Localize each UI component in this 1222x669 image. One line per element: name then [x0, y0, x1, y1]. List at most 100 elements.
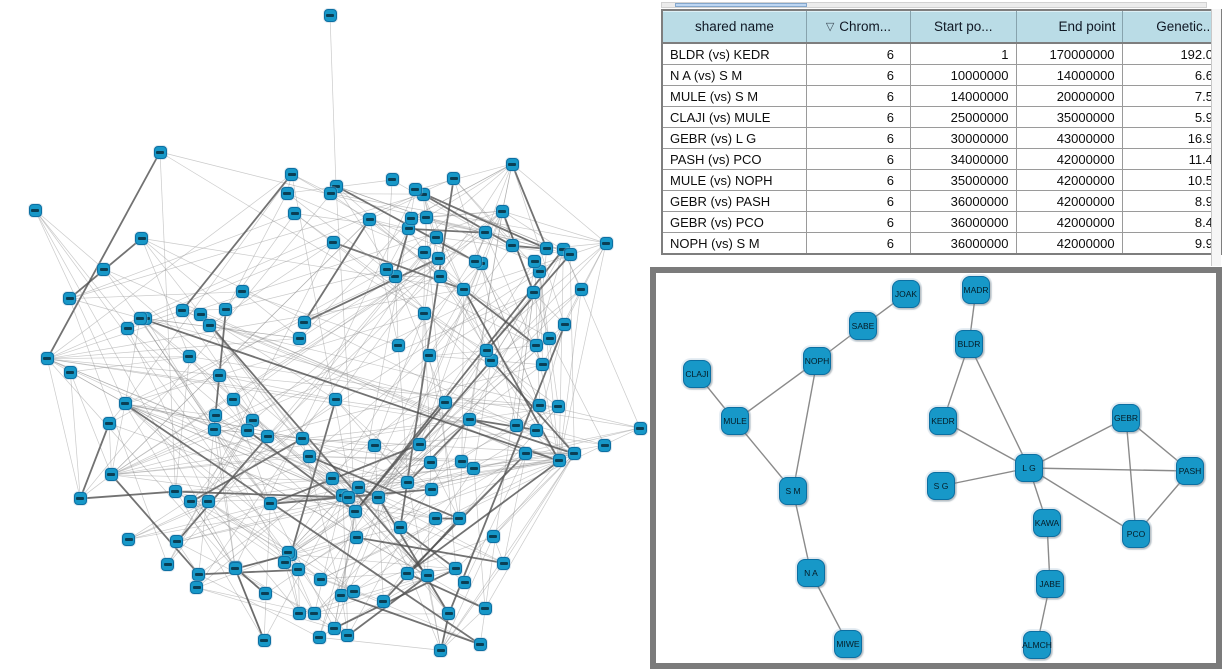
network-edge[interactable] — [546, 242, 607, 250]
network-edge[interactable] — [486, 345, 537, 351]
network-edge[interactable] — [241, 291, 301, 339]
network-node[interactable] — [182, 350, 196, 364]
network-edge[interactable] — [111, 254, 571, 476]
network-node[interactable] — [371, 490, 385, 504]
table-vertical-scrollbar[interactable] — [1211, 9, 1221, 266]
network-edge[interactable] — [109, 423, 356, 512]
network-node[interactable] — [194, 307, 208, 321]
network-node[interactable] — [190, 581, 204, 595]
network-node[interactable] — [241, 424, 255, 438]
network-node[interactable] — [153, 145, 167, 159]
network-edge[interactable] — [374, 313, 425, 446]
network-edge[interactable] — [502, 210, 607, 244]
network-edge[interactable] — [320, 427, 641, 580]
network-edge[interactable] — [397, 263, 482, 346]
network-node[interactable] — [257, 633, 271, 647]
network-edge[interactable] — [124, 403, 216, 416]
network-edge[interactable] — [386, 269, 537, 346]
network-edge[interactable] — [111, 292, 534, 476]
network-edge[interactable] — [267, 435, 431, 463]
network-edge[interactable] — [47, 173, 292, 360]
network-node[interactable] — [352, 481, 366, 495]
network-edge[interactable] — [1028, 417, 1127, 469]
network-edge[interactable] — [111, 429, 537, 476]
network-edge[interactable] — [265, 405, 540, 595]
network-edge[interactable] — [423, 313, 430, 356]
network-edge[interactable] — [47, 358, 359, 489]
network-node[interactable] — [376, 594, 390, 608]
network-node-madr[interactable]: MADR — [962, 276, 990, 304]
network-node[interactable] — [133, 311, 147, 325]
network-node[interactable] — [235, 285, 249, 299]
network-edge[interactable] — [128, 501, 209, 540]
network-node[interactable] — [297, 315, 311, 329]
network-edge[interactable] — [181, 173, 293, 311]
network-node-s-g[interactable]: S G — [927, 472, 955, 500]
network-edge[interactable] — [1028, 467, 1137, 535]
network-node[interactable] — [391, 339, 405, 353]
network-edge[interactable] — [215, 210, 503, 416]
network-node[interactable] — [228, 562, 242, 576]
network-edge[interactable] — [141, 238, 227, 310]
network-node[interactable] — [314, 572, 328, 586]
network-edge[interactable] — [298, 489, 433, 571]
network-node[interactable] — [543, 331, 557, 345]
network-edge[interactable] — [335, 258, 440, 400]
network-edge[interactable] — [145, 318, 300, 339]
network-edge[interactable] — [70, 371, 486, 609]
network-edge[interactable] — [493, 453, 575, 537]
network-node-sabe[interactable]: SABE — [849, 312, 877, 340]
network-node[interactable] — [401, 476, 415, 490]
network-edge[interactable] — [124, 403, 481, 645]
network-edge[interactable] — [241, 291, 399, 346]
network-node[interactable] — [452, 512, 466, 526]
network-edge[interactable] — [145, 318, 215, 430]
network-edge[interactable] — [111, 364, 543, 476]
network-edge[interactable] — [128, 503, 271, 540]
network-node[interactable] — [212, 369, 226, 383]
network-edge[interactable] — [196, 237, 437, 589]
network-edge[interactable] — [47, 358, 236, 569]
network-edge[interactable] — [407, 482, 442, 651]
table-horizontal-scrollbar[interactable] — [661, 2, 1207, 8]
network-node[interactable] — [393, 520, 407, 534]
network-node[interactable] — [567, 447, 581, 461]
network-node[interactable] — [292, 606, 306, 620]
network-edge[interactable] — [47, 356, 190, 360]
network-edge[interactable] — [47, 358, 349, 498]
network-edge[interactable] — [569, 254, 575, 454]
network-edge[interactable] — [103, 268, 527, 454]
network-edge[interactable] — [511, 163, 548, 250]
network-edge[interactable] — [406, 572, 486, 610]
network-node[interactable] — [442, 607, 456, 621]
network-edge[interactable] — [34, 209, 299, 571]
network-node[interactable] — [467, 461, 481, 475]
network-edge[interactable] — [139, 317, 349, 498]
network-edge[interactable] — [108, 269, 387, 424]
network-edge[interactable] — [394, 228, 410, 277]
network-node[interactable] — [413, 437, 427, 451]
network-edge[interactable] — [397, 345, 409, 483]
network-edge[interactable] — [111, 474, 436, 519]
network-edge[interactable] — [549, 338, 606, 446]
network-edge[interactable] — [400, 453, 527, 528]
network-edge[interactable] — [314, 489, 433, 614]
network-edge[interactable] — [69, 291, 243, 299]
network-node[interactable] — [529, 423, 543, 437]
network-edge[interactable] — [176, 435, 269, 543]
network-edge[interactable] — [430, 462, 460, 519]
network-edge[interactable] — [473, 444, 606, 469]
network-edge[interactable] — [480, 263, 540, 406]
network-edge[interactable] — [301, 438, 342, 596]
network-edge[interactable] — [127, 328, 249, 431]
network-node-jabe[interactable]: JABE — [1036, 570, 1064, 598]
network-edge[interactable] — [46, 151, 161, 360]
network-edge[interactable] — [469, 418, 575, 455]
network-node[interactable] — [161, 558, 175, 572]
network-node[interactable] — [486, 530, 500, 544]
network-node[interactable] — [540, 242, 554, 256]
network-node[interactable] — [295, 432, 309, 446]
network-node[interactable] — [558, 318, 572, 332]
network-node[interactable] — [429, 511, 443, 525]
network-node[interactable] — [419, 211, 433, 225]
